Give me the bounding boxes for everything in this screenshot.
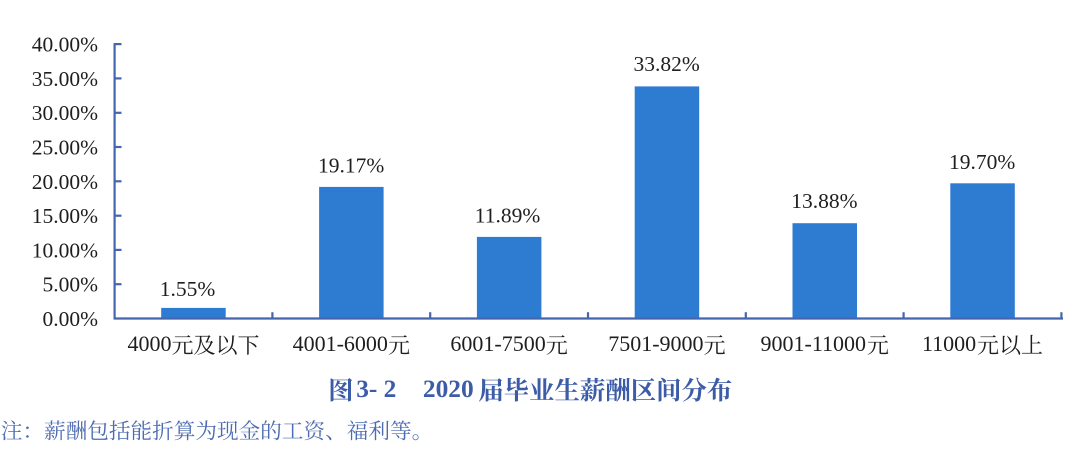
svg-text:20.00%: 20.00%: [32, 170, 98, 194]
svg-text:11000: 11000: [922, 331, 976, 356]
svg-text:7501-9000: 7501-9000: [608, 331, 703, 356]
svg-text:30.00%: 30.00%: [32, 101, 98, 125]
svg-text:19.17%: 19.17%: [318, 154, 384, 178]
svg-text:0.00%: 0.00%: [42, 307, 98, 331]
svg-text:11.89%: 11.89%: [475, 203, 541, 227]
svg-text:3- 2: 3- 2: [356, 375, 396, 403]
svg-text:2020: 2020: [423, 375, 474, 403]
svg-text:6001-7500: 6001-7500: [450, 331, 545, 356]
svg-text:15.00%: 15.00%: [32, 204, 98, 228]
svg-text:40.00%: 40.00%: [32, 33, 98, 57]
svg-text:13.88%: 13.88%: [791, 189, 857, 213]
svg-text:9001-11000: 9001-11000: [761, 331, 867, 356]
svg-text:33.82%: 33.82%: [634, 52, 700, 76]
svg-text:10.00%: 10.00%: [32, 238, 98, 262]
svg-text:25.00%: 25.00%: [32, 136, 98, 160]
svg-text:35.00%: 35.00%: [32, 67, 98, 91]
svg-text:1.55%: 1.55%: [160, 277, 216, 301]
svg-text:5.00%: 5.00%: [42, 273, 98, 297]
svg-text:4000: 4000: [128, 331, 172, 356]
svg-text:19.70%: 19.70%: [949, 150, 1015, 174]
svg-text:4001-6000: 4001-6000: [293, 331, 388, 356]
